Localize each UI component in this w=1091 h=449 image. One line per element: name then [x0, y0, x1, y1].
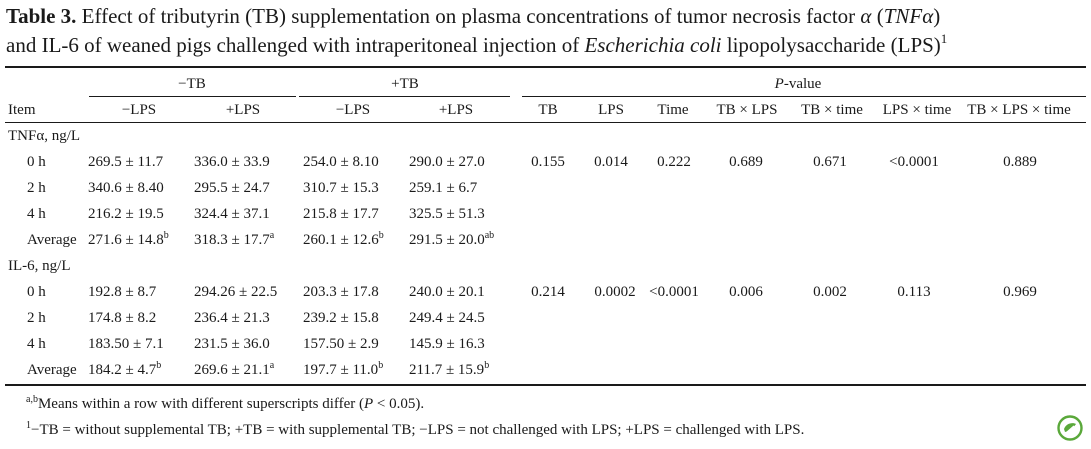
cell-value: 231.5 ± 36.0	[194, 336, 270, 352]
row-label: 2 h	[27, 180, 46, 196]
table-top-rule	[5, 66, 1086, 68]
publisher-logo-icon	[1057, 415, 1083, 441]
cell-value: 271.6 ± 14.8b	[88, 230, 169, 249]
cell-value: 254.0 ± 8.10	[303, 154, 379, 170]
header-minus-tb: −TB	[178, 76, 206, 92]
header-tb-plus-lps: +LPS	[225, 102, 261, 118]
header-tbp-minus-lps: −LPS	[335, 102, 371, 118]
cell-value: 294.26 ± 22.5	[194, 284, 278, 300]
minus-tb-underline	[89, 96, 296, 97]
cell-value: 184.2 ± 4.7b	[88, 360, 162, 379]
header-item: Item	[8, 102, 36, 118]
cell-value: 324.4 ± 37.1	[194, 206, 270, 222]
header-bottom-rule	[5, 122, 1086, 123]
pvalue-underline	[522, 96, 1086, 97]
pvalue-cell: 0.969	[1003, 284, 1037, 300]
table-caption: Table 3. Effect of tributyrin (TB) suppl…	[6, 2, 1086, 60]
cell-value: 310.7 ± 15.3	[303, 180, 379, 196]
row-label: 4 h	[27, 206, 46, 222]
cell-value: 211.7 ± 15.9b	[409, 360, 490, 379]
cell-value: 249.4 ± 24.5	[409, 310, 485, 326]
header-plus-tb: +TB	[391, 76, 419, 92]
cell-value: 269.5 ± 11.7	[88, 154, 164, 170]
cell-value: 325.5 ± 51.3	[409, 206, 485, 222]
pvalue-cell: 0.0002	[594, 284, 636, 300]
cell-value: 336.0 ± 33.9	[194, 154, 270, 170]
cell-value: 145.9 ± 16.3	[409, 336, 485, 352]
row-label: Average	[27, 232, 77, 248]
cell-value: 340.6 ± 8.40	[88, 180, 164, 196]
pvalue-cell: 0.671	[813, 154, 847, 170]
table-bottom-rule	[5, 384, 1086, 386]
cell-value: 269.6 ± 21.1a	[194, 360, 275, 379]
pvalue-cell: 0.002	[813, 284, 847, 300]
cell-value: 197.7 ± 11.0b	[303, 360, 384, 379]
header-p-tb-time: TB × time	[801, 102, 863, 118]
cell-value: 260.1 ± 12.6b	[303, 230, 384, 249]
cell-value: 174.8 ± 8.2	[88, 310, 157, 326]
header-pvalue: P-value	[774, 76, 822, 92]
cell-value: 259.1 ± 6.7	[409, 180, 478, 196]
header-p-tb: TB	[538, 102, 558, 118]
cell-value: 290.0 ± 27.0	[409, 154, 485, 170]
row-label: 2 h	[27, 310, 46, 326]
pvalue-cell: 0.689	[729, 154, 763, 170]
row-label: 4 h	[27, 336, 46, 352]
pvalue-cell: 0.889	[1003, 154, 1037, 170]
cell-value: 216.2 ± 19.5	[88, 206, 164, 222]
row-label: 0 h	[27, 154, 46, 170]
header-tbp-plus-lps: +LPS	[438, 102, 474, 118]
cell-value: 183.50 ± 7.1	[88, 336, 164, 352]
row-label: Average	[27, 362, 77, 378]
section-label-il6: IL-6, ng/L	[8, 258, 71, 274]
header-p-time: Time	[657, 102, 689, 118]
pvalue-cell: 0.222	[657, 154, 691, 170]
cell-value: 157.50 ± 2.9	[303, 336, 379, 352]
cell-value: 236.4 ± 21.3	[194, 310, 270, 326]
caption-line-1: Table 3. Effect of tributyrin (TB) suppl…	[6, 4, 941, 28]
header-p-lps: LPS	[598, 102, 624, 118]
caption-line-2: and IL-6 of weaned pigs challenged with …	[6, 31, 948, 57]
header-p-lps-time: LPS × time	[882, 102, 952, 118]
cell-value: 215.8 ± 17.7	[303, 206, 379, 222]
header-p-tb-lps-time: TB × LPS × time	[967, 102, 1071, 118]
table-label: Table 3.	[6, 4, 77, 28]
pvalue-cell: <0.0001	[649, 284, 699, 300]
pvalue-cell: <0.0001	[889, 154, 939, 170]
pvalue-cell: 0.155	[531, 154, 565, 170]
footnote-abbreviations: 1−TB = without supplemental TB; +TB = wi…	[26, 420, 805, 439]
cell-value: 240.0 ± 20.1	[409, 284, 485, 300]
section-label-tnfa: TNFα, ng/L	[8, 128, 81, 144]
cell-value: 203.3 ± 17.8	[303, 284, 379, 300]
header-p-tb-lps: TB × LPS	[716, 102, 778, 118]
cell-value: 192.8 ± 8.7	[88, 284, 157, 300]
pvalue-cell: 0.113	[897, 284, 931, 300]
row-label: 0 h	[27, 284, 46, 300]
cell-value: 239.2 ± 15.8	[303, 310, 379, 326]
header-tb-minus-lps: −LPS	[121, 102, 157, 118]
cell-value: 318.3 ± 17.7a	[194, 230, 275, 249]
cell-value: 291.5 ± 20.0ab	[409, 230, 495, 249]
plus-tb-underline	[299, 96, 510, 97]
pvalue-cell: 0.006	[729, 284, 763, 300]
pvalue-cell: 0.014	[594, 154, 628, 170]
footnote-superscripts: a,bMeans within a row with different sup…	[26, 394, 425, 413]
pvalue-cell: 0.214	[531, 284, 565, 300]
cell-value: 295.5 ± 24.7	[194, 180, 270, 196]
